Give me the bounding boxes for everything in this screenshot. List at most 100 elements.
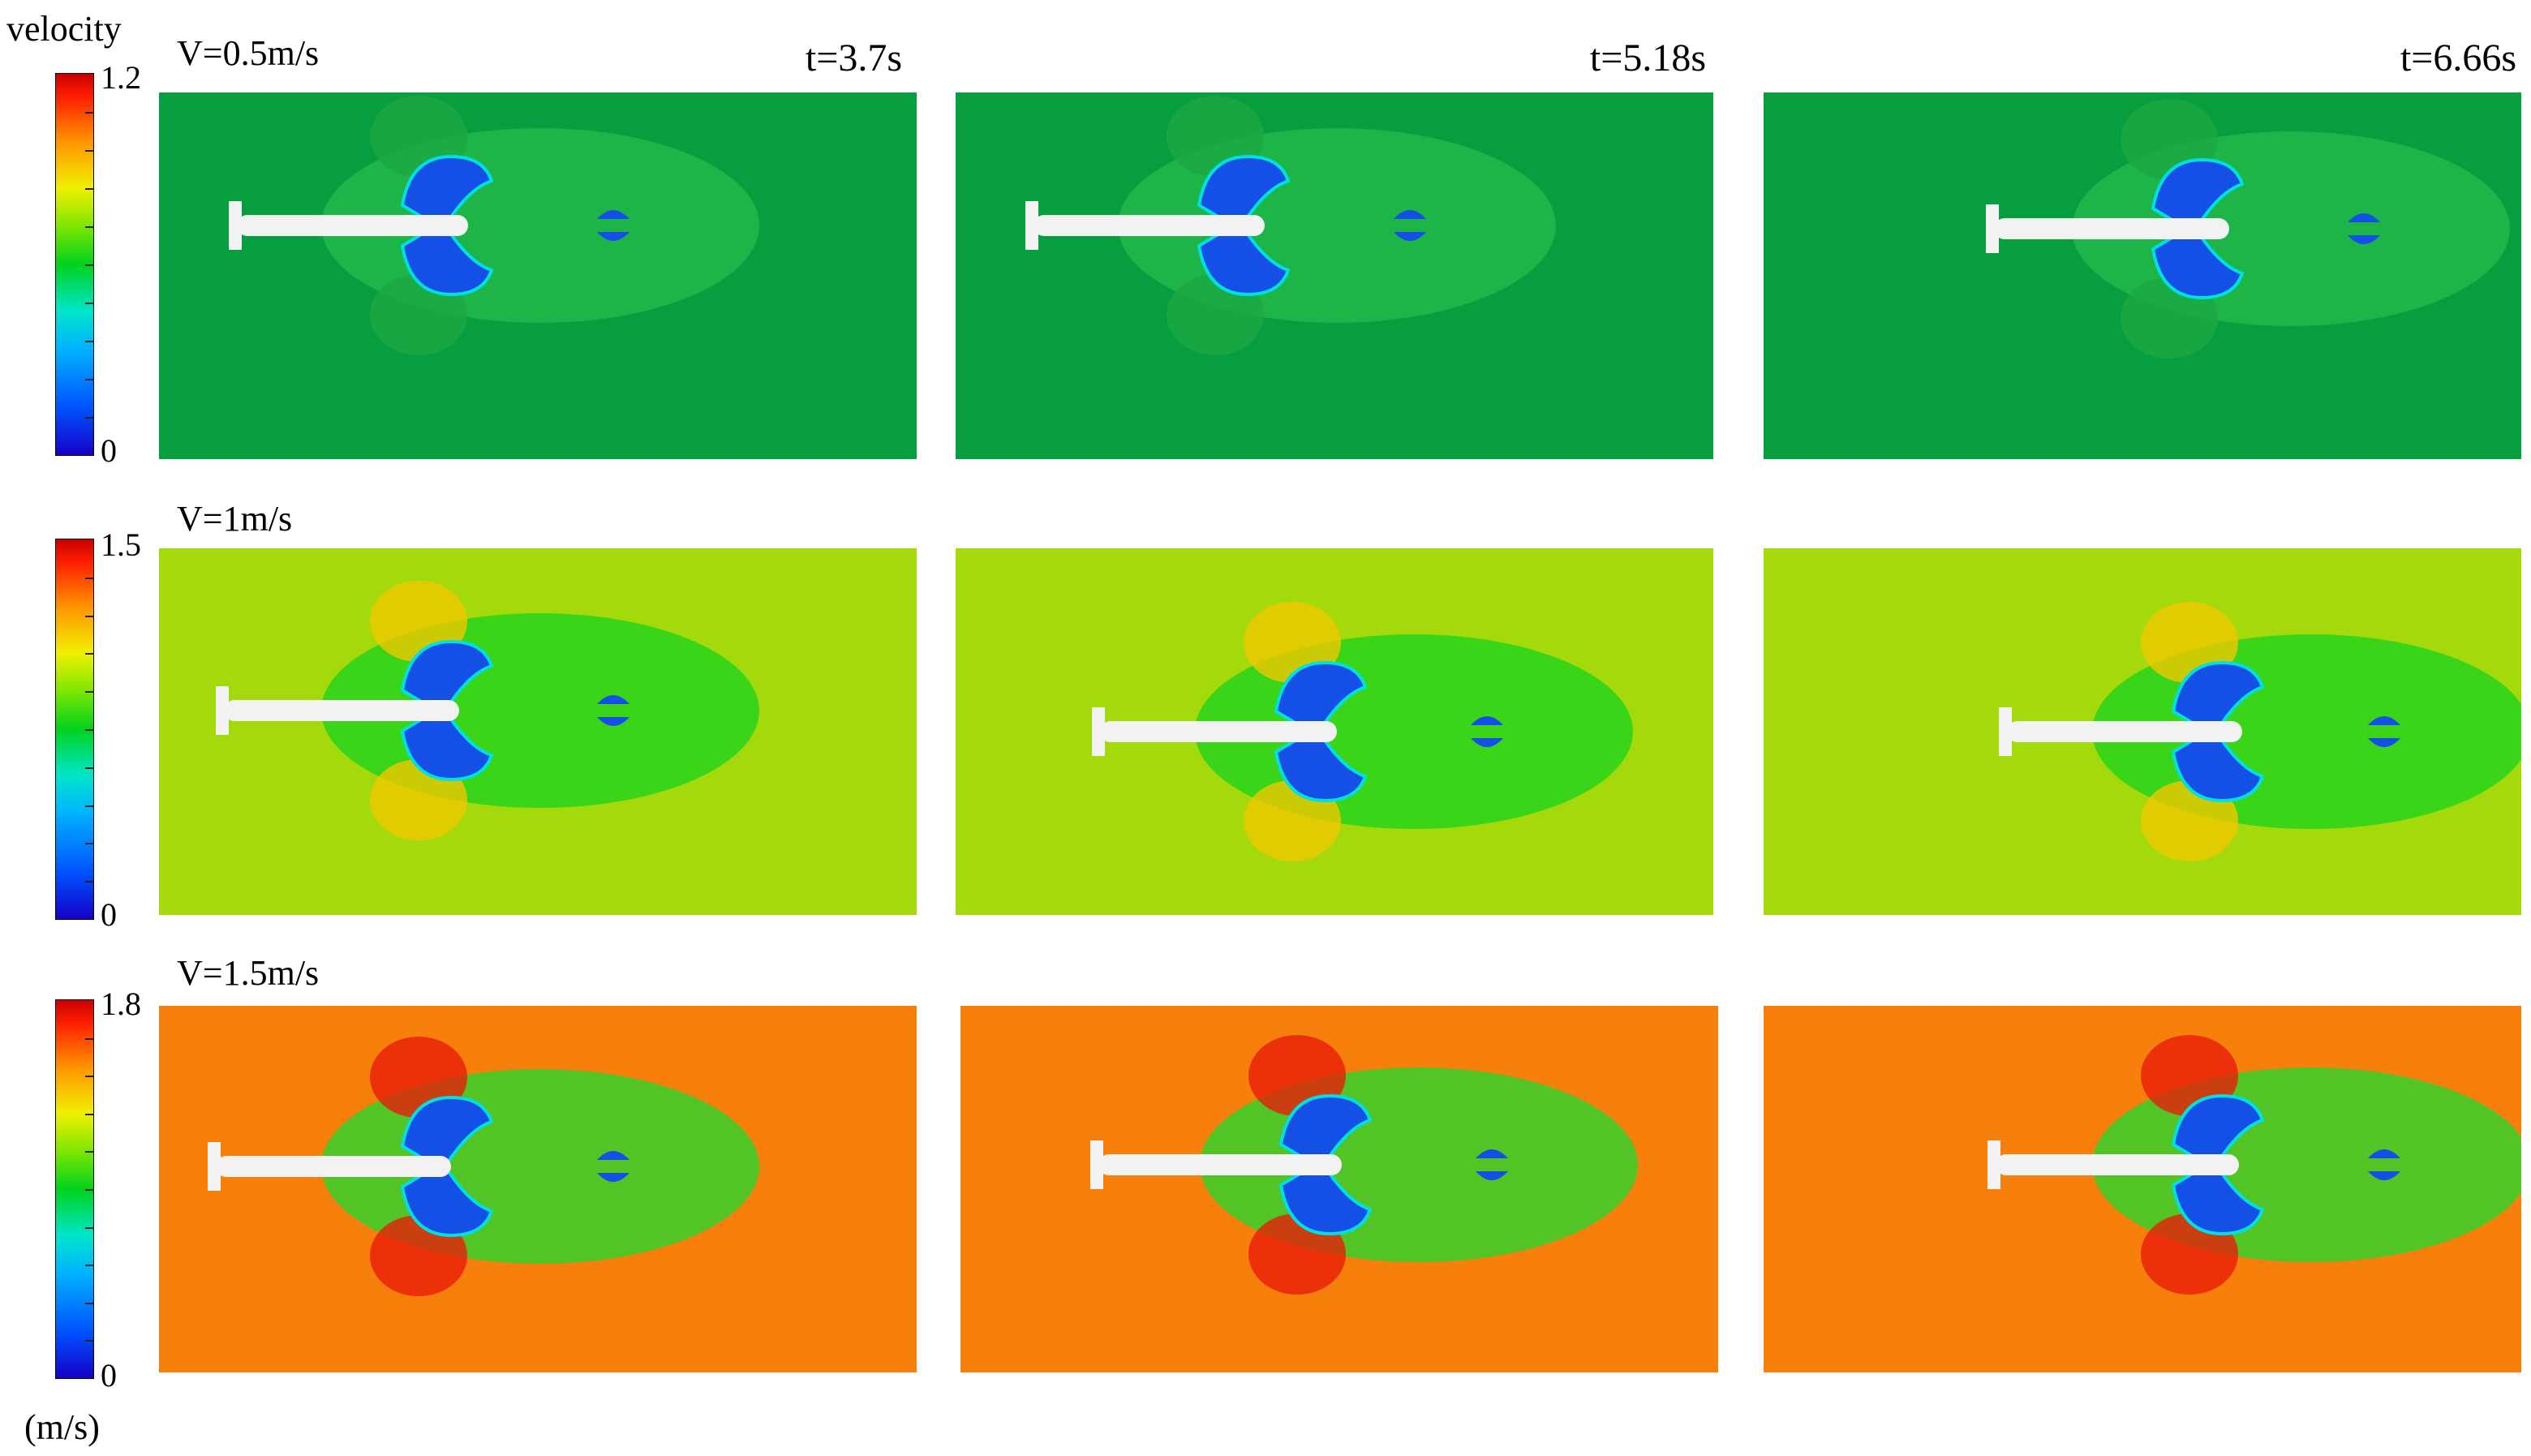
colorbar-tick xyxy=(84,653,93,655)
colorbar-tick xyxy=(84,1151,93,1153)
flow-field xyxy=(956,548,1713,915)
colorbar-tick xyxy=(84,379,93,380)
vehicle-tail-fin xyxy=(208,1142,221,1191)
speed-label-row-3: V=1.5m/s xyxy=(177,953,320,993)
flow-field xyxy=(960,1006,1718,1372)
vehicle-hull xyxy=(1994,218,2229,239)
vehicle-hull xyxy=(1033,215,1265,236)
small-vortex xyxy=(2348,213,2380,244)
vortex-lower xyxy=(1278,1158,1373,1236)
colorbar-row-2 xyxy=(55,539,94,920)
speed-label-row-2: V=1m/s xyxy=(177,499,293,539)
panel-r1-c1 xyxy=(159,92,917,459)
time-label-1: t=3.7s xyxy=(805,37,902,79)
panel-r2-c2 xyxy=(956,548,1713,915)
panel-r3-c2 xyxy=(960,1006,1718,1372)
small-vortex xyxy=(1394,210,1426,241)
vortex-lower xyxy=(1197,219,1291,297)
vehicle-hull xyxy=(237,215,468,236)
colorbar-row-3 xyxy=(55,999,94,1379)
small-vortex xyxy=(597,1151,630,1182)
vehicle-hull xyxy=(1098,1154,1342,1175)
small-vortex xyxy=(2368,1149,2400,1180)
vortex-upper xyxy=(1278,1093,1373,1171)
colorbar-tick xyxy=(84,417,93,419)
vortex-lower xyxy=(400,1160,494,1238)
colorbar-tick xyxy=(84,1226,93,1229)
colorbar-tick xyxy=(84,264,93,266)
colorbar-tick xyxy=(84,226,93,228)
colorbar-row-1 xyxy=(55,73,94,456)
vehicle-hull xyxy=(224,700,459,721)
colorbar-tick xyxy=(84,843,93,845)
colorbar-tick xyxy=(84,1037,93,1040)
colorbar-tick xyxy=(84,1113,93,1115)
vehicle-hull xyxy=(1996,1154,2239,1175)
flow-field xyxy=(1764,1006,2521,1372)
colorbar-tick xyxy=(84,881,93,883)
panel-r1-c2 xyxy=(956,92,1713,459)
small-vortex xyxy=(597,695,630,726)
small-vortex xyxy=(2368,716,2400,747)
colorbar-title: velocity xyxy=(6,9,122,49)
vehicle-tail-fin xyxy=(216,686,229,735)
colorbar-tick xyxy=(84,805,93,807)
colorbar-tick xyxy=(84,767,93,769)
flow-field xyxy=(159,1006,917,1372)
colorbar-3-min: 0 xyxy=(101,1357,117,1394)
vortex-upper xyxy=(1197,154,1291,232)
colorbar-tick xyxy=(84,1302,93,1304)
small-vortex xyxy=(1476,1149,1508,1180)
vortex-upper xyxy=(400,1095,494,1173)
time-label-3: t=6.66s xyxy=(2400,37,2516,79)
panel-r1-c3 xyxy=(1764,92,2521,459)
vehicle-tail-fin xyxy=(1986,204,1999,253)
small-vortex xyxy=(1471,716,1503,747)
colorbar-tick xyxy=(84,615,93,617)
colorbar-tick xyxy=(84,1076,93,1078)
colorbar-1-min: 0 xyxy=(101,432,117,469)
vehicle-hull xyxy=(2007,721,2242,742)
colorbar-tick xyxy=(84,188,93,190)
colorbar-tick xyxy=(84,691,93,694)
vortex-upper xyxy=(1274,660,1368,738)
colorbar-1-max: 1.2 xyxy=(101,59,141,96)
vortex-upper xyxy=(400,639,494,717)
vortex-lower xyxy=(2171,725,2265,803)
vortex-upper xyxy=(2171,660,2265,738)
vortex-upper xyxy=(2171,1093,2265,1171)
colorbar-tick xyxy=(84,1265,93,1267)
colorbar-tick xyxy=(84,150,93,152)
colorbar-tick xyxy=(84,1189,93,1191)
time-label-2: t=5.18s xyxy=(1589,37,1706,79)
vortex-lower xyxy=(400,704,494,782)
colorbar-tick xyxy=(84,577,93,579)
colorbar-2-max: 1.5 xyxy=(101,526,141,563)
flow-field xyxy=(159,548,917,915)
colorbar-2-min: 0 xyxy=(101,896,117,933)
vortex-lower xyxy=(1274,725,1368,803)
flow-field xyxy=(956,92,1713,459)
vehicle-tail-fin xyxy=(1987,1140,2000,1189)
vehicle-tail-fin xyxy=(1092,707,1105,756)
vehicle-tail-fin xyxy=(1025,201,1038,250)
colorbar-tick xyxy=(84,729,93,731)
speed-label-row-1: V=0.5m/s xyxy=(177,33,320,73)
panel-r3-c1 xyxy=(159,1006,917,1372)
colorbar-tick xyxy=(84,1340,93,1342)
vehicle-tail-fin xyxy=(229,201,242,250)
vortex-upper xyxy=(2151,157,2245,235)
vortex-lower xyxy=(2151,222,2245,300)
flow-field xyxy=(159,92,917,459)
colorbar-tick xyxy=(84,112,93,114)
vortex-lower xyxy=(2171,1158,2265,1236)
colorbar-tick xyxy=(84,341,93,342)
small-vortex xyxy=(597,210,630,241)
vortex-lower xyxy=(400,219,494,297)
panel-r2-c1 xyxy=(159,548,917,915)
colorbar-tick xyxy=(84,303,93,304)
flow-field xyxy=(1764,92,2521,459)
vortex-upper xyxy=(400,154,494,232)
unit-label: (m/s) xyxy=(24,1407,100,1447)
vehicle-hull xyxy=(1100,721,1337,742)
